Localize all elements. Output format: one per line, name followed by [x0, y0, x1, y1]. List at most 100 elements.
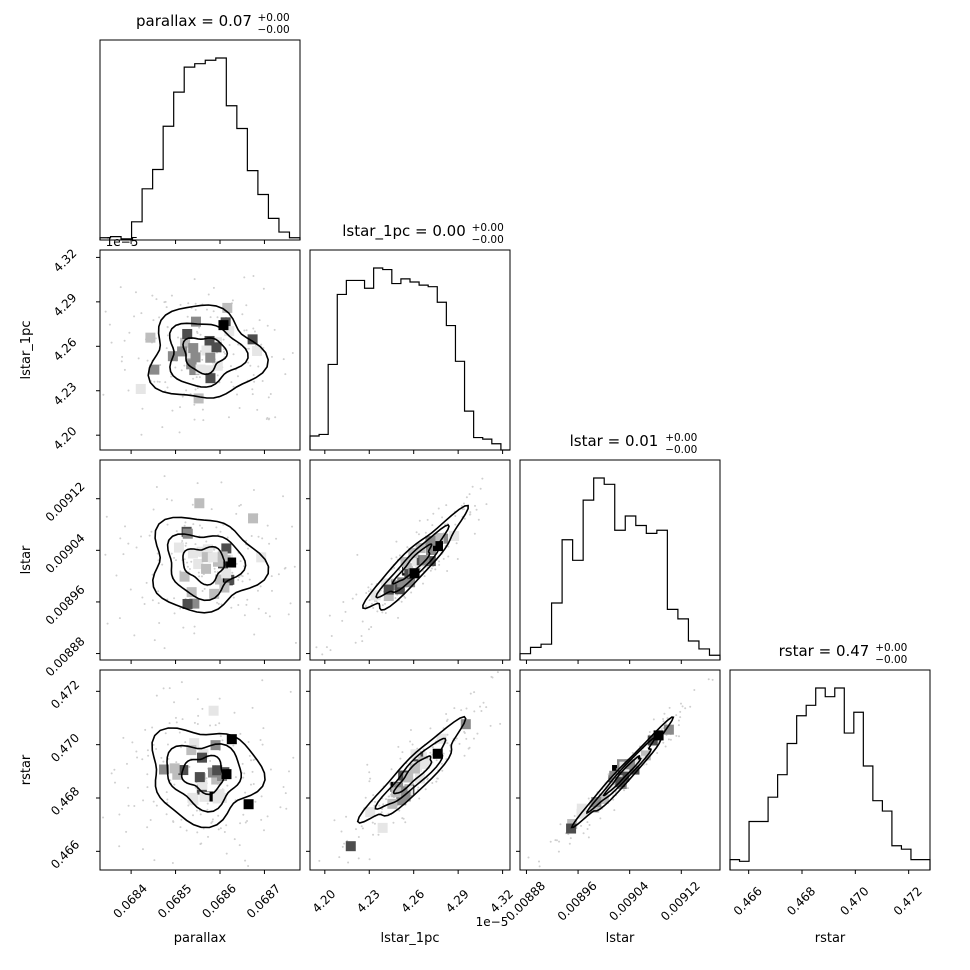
sample-point	[163, 647, 166, 650]
sample-point	[580, 824, 583, 827]
sample-point	[370, 583, 373, 586]
sample-point	[170, 375, 173, 378]
sample-point	[124, 525, 127, 528]
sample-point	[449, 749, 452, 752]
sample-point	[456, 558, 459, 561]
sample-point	[222, 338, 225, 341]
sample-point	[367, 590, 370, 593]
sample-point	[181, 718, 184, 721]
sample-point	[442, 557, 445, 560]
sample-point	[445, 719, 448, 722]
sample-point	[174, 559, 177, 562]
sample-point	[538, 860, 541, 863]
sample-point	[357, 857, 360, 860]
sample-point	[479, 487, 482, 490]
sample-point	[406, 546, 409, 549]
y-offset-label: 1e−5	[106, 235, 139, 249]
sample-point	[244, 791, 247, 794]
sample-point	[157, 602, 160, 605]
sample-point	[179, 746, 182, 749]
y-tick-label: 0.468	[48, 784, 82, 818]
sample-point	[210, 822, 213, 825]
sample-point	[684, 707, 687, 710]
sample-point	[118, 813, 121, 816]
sample-point	[236, 375, 239, 378]
x-offset-label: 1e−5	[476, 915, 509, 929]
sample-point	[157, 559, 160, 562]
density-cell	[370, 590, 381, 601]
x-tick-label: 0.0684	[110, 881, 150, 921]
sample-point	[268, 542, 271, 545]
sample-point	[257, 607, 260, 610]
sample-point	[251, 706, 254, 709]
sample-point	[559, 823, 562, 826]
density-cell	[221, 543, 232, 554]
sample-point	[476, 732, 479, 735]
sample-point	[131, 741, 134, 744]
x-axis-label-lstar_1pc: lstar_1pc	[381, 931, 440, 946]
sample-point	[166, 523, 169, 526]
sample-point	[239, 822, 242, 825]
panel-frame-1-1	[309, 249, 511, 451]
sample-point	[165, 791, 168, 794]
sample-point	[257, 365, 260, 368]
sample-point	[435, 759, 438, 762]
sample-point	[251, 770, 254, 773]
sample-point	[403, 595, 406, 598]
sample-point	[150, 530, 153, 533]
sample-point	[460, 709, 463, 712]
sample-point	[481, 477, 484, 480]
contour-inner	[362, 504, 469, 611]
sample-point	[174, 716, 177, 719]
sample-point	[156, 380, 159, 383]
sample-point	[228, 344, 231, 347]
sample-point	[538, 865, 541, 868]
sample-point	[689, 705, 692, 708]
sample-point	[555, 839, 558, 842]
sample-point	[259, 738, 262, 741]
sample-point	[137, 357, 140, 360]
sample-point	[256, 408, 259, 411]
x-tick-label: 0.470	[837, 884, 871, 918]
contour-outer	[180, 754, 225, 796]
sample-point	[404, 821, 407, 824]
panel-frame-2-0	[99, 459, 301, 661]
density-cell	[177, 346, 188, 357]
density-cell	[189, 598, 200, 609]
density-cell	[186, 587, 197, 598]
sample-point	[455, 542, 458, 545]
sample-point	[216, 316, 219, 319]
sample-point	[394, 596, 397, 599]
sample-point	[250, 759, 253, 762]
sample-point	[188, 765, 191, 768]
sample-point	[141, 596, 144, 599]
sample-point	[260, 343, 263, 346]
density-cell	[182, 598, 193, 609]
sample-point	[196, 482, 199, 485]
sample-point	[455, 737, 458, 740]
sample-point	[196, 831, 199, 834]
density-cell	[201, 563, 212, 574]
sample-point	[233, 711, 236, 714]
sample-point	[235, 512, 238, 515]
sample-point	[232, 596, 235, 599]
density-cell	[180, 337, 191, 348]
contour-middle	[166, 533, 247, 602]
sample-point	[180, 681, 183, 684]
density-cell	[432, 748, 443, 759]
sample-point	[354, 828, 357, 831]
sample-point	[241, 313, 244, 316]
density-cell	[400, 556, 411, 567]
sample-point	[261, 380, 264, 383]
sample-point	[173, 612, 176, 615]
sample-point	[118, 617, 121, 620]
sample-point	[444, 523, 447, 526]
sample-point	[193, 632, 196, 635]
sample-point	[247, 741, 250, 744]
x-axis-label-lstar: lstar	[606, 931, 635, 946]
sample-point	[211, 820, 214, 823]
sample-point	[219, 827, 222, 830]
sample-point	[252, 488, 255, 491]
density-cell	[186, 745, 197, 756]
density-cell	[190, 352, 201, 363]
